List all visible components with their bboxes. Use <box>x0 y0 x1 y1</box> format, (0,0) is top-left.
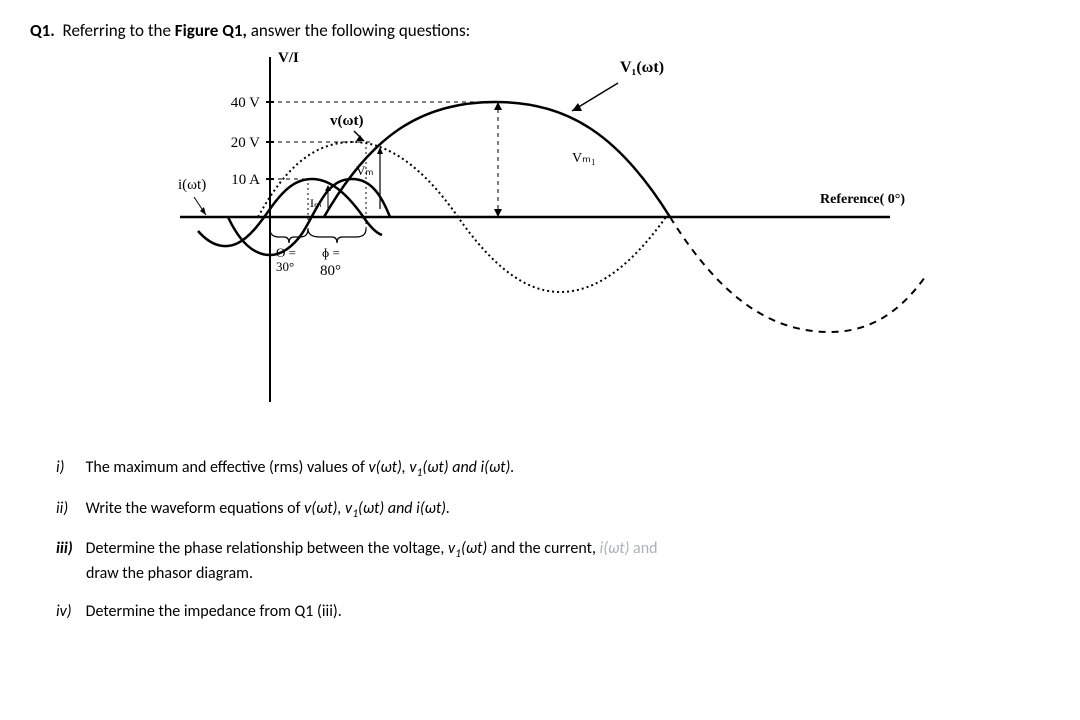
question-header: Q1. Referring to the Figure Q1, answer t… <box>30 20 1050 41</box>
v1-curve-dash <box>670 217 925 332</box>
v1-curve-solid <box>324 102 670 217</box>
part-ii: ii) Write the waveform equations of v(ωt… <box>56 498 1050 523</box>
v1-label: V₁(ωt) <box>620 59 664 76</box>
vm1-label: Vₘ₁ <box>572 151 596 166</box>
ytick-10a: 10 A <box>231 172 260 188</box>
reference-label: Reference( 0°) <box>820 192 905 207</box>
question-parts: i) The maximum and effective (rms) value… <box>30 457 1050 622</box>
i-label: i(ωt) <box>178 177 206 193</box>
waveform-diagram: V/I 40 V 20 V 10 A i(ωt) v(ωt) <box>150 47 930 437</box>
part-iv: iv) Determine the impedance from Q1 (iii… <box>56 601 1050 623</box>
i-curve <box>198 179 382 246</box>
phi-eq: ɸ = <box>322 245 340 260</box>
axis-label-vi: V/I <box>278 50 299 66</box>
part-i: i) The maximum and effective (rms) value… <box>56 457 1050 482</box>
figure-q1: V/I 40 V 20 V 10 A i(ωt) v(ωt) <box>30 47 1050 437</box>
phi-brace <box>308 229 366 243</box>
part-iii: iii) Determine the phase relationship be… <box>56 538 1050 584</box>
phi-val: 80° <box>320 263 341 279</box>
theta-val: 30° <box>276 259 294 274</box>
theta-eq: ϴ = <box>276 245 296 260</box>
ytick-20v: 20 V <box>231 135 260 151</box>
im-label: Iₘ <box>310 196 321 210</box>
v-label: v(ωt) <box>330 113 363 129</box>
vm-label: Vₘ <box>356 163 374 178</box>
ytick-40v: 40 V <box>231 95 260 111</box>
q-number: Q1. <box>30 20 55 41</box>
